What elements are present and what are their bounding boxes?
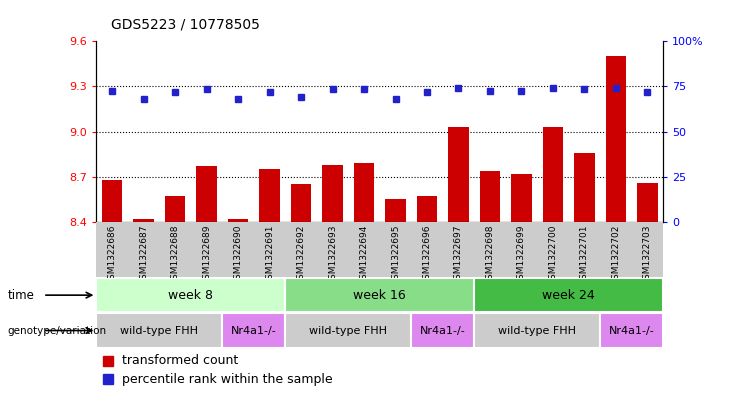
Text: GSM1322700: GSM1322700 xyxy=(548,225,557,285)
Bar xyxy=(285,278,474,312)
Text: GSM1322694: GSM1322694 xyxy=(359,225,368,285)
Text: genotype/variation: genotype/variation xyxy=(7,325,107,336)
Text: GSM1322699: GSM1322699 xyxy=(517,225,526,285)
Bar xyxy=(133,219,154,222)
Text: Nr4a1-/-: Nr4a1-/- xyxy=(420,325,465,336)
Bar xyxy=(196,166,217,222)
Bar xyxy=(474,278,663,312)
Bar xyxy=(411,313,474,348)
Bar xyxy=(259,169,280,222)
Bar xyxy=(96,278,285,312)
Text: wild-type FHH: wild-type FHH xyxy=(498,325,576,336)
Text: Nr4a1-/-: Nr4a1-/- xyxy=(231,325,276,336)
Text: time: time xyxy=(7,288,34,302)
Text: GSM1322695: GSM1322695 xyxy=(391,225,400,285)
Text: GSM1322698: GSM1322698 xyxy=(485,225,494,285)
Text: GSM1322701: GSM1322701 xyxy=(580,225,589,285)
Text: GSM1322693: GSM1322693 xyxy=(328,225,337,285)
Text: GSM1322690: GSM1322690 xyxy=(233,225,242,285)
Bar xyxy=(511,174,532,222)
Bar xyxy=(605,56,626,222)
Bar xyxy=(574,153,595,222)
Text: week 8: week 8 xyxy=(168,288,213,302)
Bar xyxy=(385,199,406,222)
Text: GSM1322691: GSM1322691 xyxy=(265,225,274,285)
Bar xyxy=(448,127,469,222)
Bar xyxy=(322,165,343,222)
Text: wild-type FHH: wild-type FHH xyxy=(120,325,199,336)
Bar xyxy=(227,219,248,222)
Text: GSM1322688: GSM1322688 xyxy=(170,225,179,285)
Text: GSM1322689: GSM1322689 xyxy=(202,225,211,285)
Text: GSM1322687: GSM1322687 xyxy=(139,225,148,285)
Bar xyxy=(96,313,222,348)
Text: week 24: week 24 xyxy=(542,288,595,302)
Text: transformed count: transformed count xyxy=(122,354,238,367)
Text: GDS5223 / 10778505: GDS5223 / 10778505 xyxy=(111,17,260,31)
Text: GSM1322696: GSM1322696 xyxy=(422,225,431,285)
Bar xyxy=(600,313,663,348)
Bar xyxy=(222,313,285,348)
Bar xyxy=(637,183,658,222)
Text: GSM1322697: GSM1322697 xyxy=(454,225,463,285)
Text: Nr4a1-/-: Nr4a1-/- xyxy=(609,325,654,336)
Bar xyxy=(542,127,563,222)
Bar xyxy=(416,196,437,222)
Bar xyxy=(479,171,500,222)
Bar xyxy=(102,180,122,222)
Text: GSM1322702: GSM1322702 xyxy=(611,225,620,285)
Bar xyxy=(353,163,374,222)
Text: GSM1322703: GSM1322703 xyxy=(643,225,652,285)
Text: week 16: week 16 xyxy=(353,288,406,302)
Text: percentile rank within the sample: percentile rank within the sample xyxy=(122,373,333,386)
Text: GSM1322692: GSM1322692 xyxy=(296,225,305,285)
Bar xyxy=(474,313,600,348)
Bar xyxy=(165,196,185,222)
Bar xyxy=(285,313,411,348)
Text: GSM1322686: GSM1322686 xyxy=(107,225,116,285)
Bar xyxy=(290,184,311,222)
Text: wild-type FHH: wild-type FHH xyxy=(309,325,388,336)
